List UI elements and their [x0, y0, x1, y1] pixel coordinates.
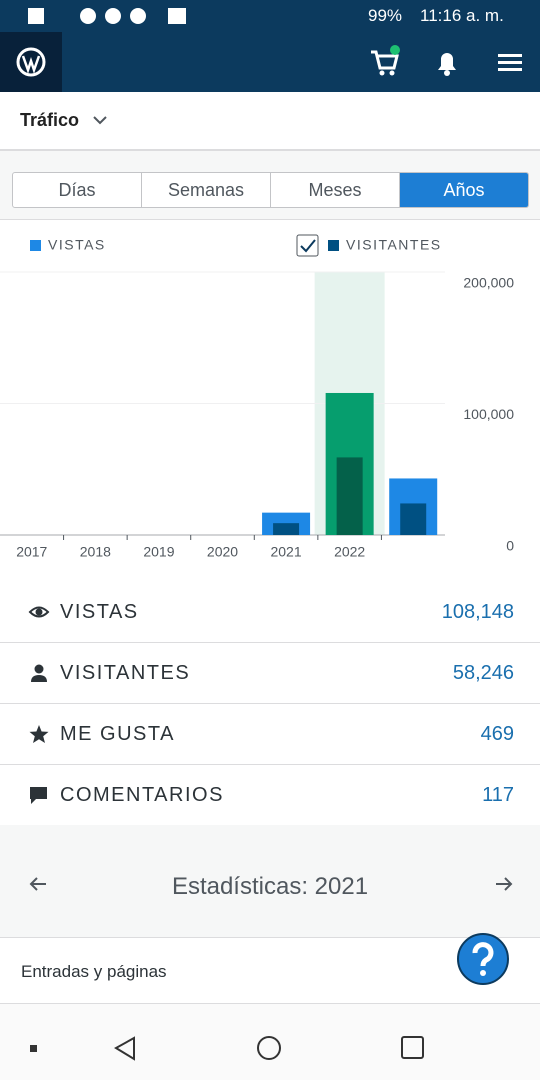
y-tick-label: 0 — [506, 538, 514, 554]
next-arrow[interactable] — [494, 875, 514, 893]
stat-icon — [28, 606, 50, 618]
posts-section[interactable]: Entradas y páginas — [0, 938, 540, 1004]
legend-checkbox — [296, 234, 319, 257]
legend-check — [300, 239, 316, 253]
legend-swatch — [328, 240, 339, 251]
y-tick-label: 100,000 — [463, 406, 514, 422]
tabs: Días Semanas Meses Años — [12, 172, 529, 208]
stat-value: 108,148 — [441, 600, 514, 623]
bar — [336, 457, 363, 535]
section-title: Tráfico — [20, 110, 80, 130]
app-bar — [0, 32, 540, 92]
stat-row: VISITANTES 58,246 — [0, 643, 540, 704]
tab[interactable]: Días — [13, 173, 142, 207]
stat-row: COMENTARIOS 117 — [0, 765, 540, 826]
stat-label: COMENTARIOS — [60, 783, 224, 806]
stat-icon — [30, 787, 47, 804]
app-actions[interactable] — [368, 44, 528, 80]
help-button[interactable] — [456, 932, 512, 988]
legend-label: VISITANTES — [346, 237, 442, 253]
section-heading: Entradas y páginas — [21, 962, 167, 981]
stat-row: ME GUSTA 469 — [0, 704, 540, 765]
legend-swatch — [30, 240, 41, 251]
clock: 11:16 a. m. — [420, 6, 504, 25]
section-selector[interactable]: Tráfico — [0, 92, 540, 151]
wordpress-logo[interactable] — [0, 32, 62, 92]
recents-button[interactable] — [401, 1036, 424, 1059]
x-tick-label: 2017 — [16, 544, 47, 560]
x-tick-label: 2018 — [80, 544, 111, 560]
x-tick-label: 2021 — [270, 544, 301, 560]
prev-arrow[interactable] — [28, 875, 48, 893]
x-tick-label: 2022 — [334, 544, 365, 560]
home-button[interactable] — [257, 1036, 281, 1060]
bar — [400, 503, 427, 535]
stat-icon — [31, 664, 47, 682]
x-tick-label: 2019 — [143, 544, 174, 560]
tab[interactable]: Semanas — [142, 173, 271, 207]
tab[interactable]: Años — [400, 173, 528, 207]
stat-icon — [29, 725, 49, 743]
stat-value: 58,246 — [452, 661, 514, 684]
stat-label: VISTAS — [60, 600, 139, 623]
stat-row: VISTAS 108,148 — [0, 582, 540, 643]
back-button[interactable] — [114, 1036, 135, 1061]
period-title: Estadísticas: 2021 — [171, 873, 369, 900]
system-nav — [0, 1004, 540, 1080]
tab[interactable]: Meses — [271, 173, 400, 207]
stat-label: VISITANTES — [60, 661, 191, 684]
battery: 99% — [368, 6, 403, 25]
stat-value: 469 — [480, 722, 514, 745]
y-tick-label: 200,000 — [463, 275, 514, 291]
period-nav: Estadísticas: 2021 — [0, 825, 540, 938]
legend-label: VISTAS — [48, 237, 106, 253]
chart: 0 100,000 200,000 VISTAS VISITANTES 2017 2018 2… — [0, 234, 514, 560]
stat-label: ME GUSTA — [60, 722, 175, 745]
notification-icons — [28, 8, 186, 24]
x-tick-label: 2020 — [207, 544, 238, 560]
stat-value: 117 — [482, 783, 514, 806]
tab-bar: Días Semanas Meses Años — [0, 151, 540, 220]
bar — [273, 523, 300, 535]
status-bar: 99% 11:16 a. m. — [0, 0, 540, 32]
